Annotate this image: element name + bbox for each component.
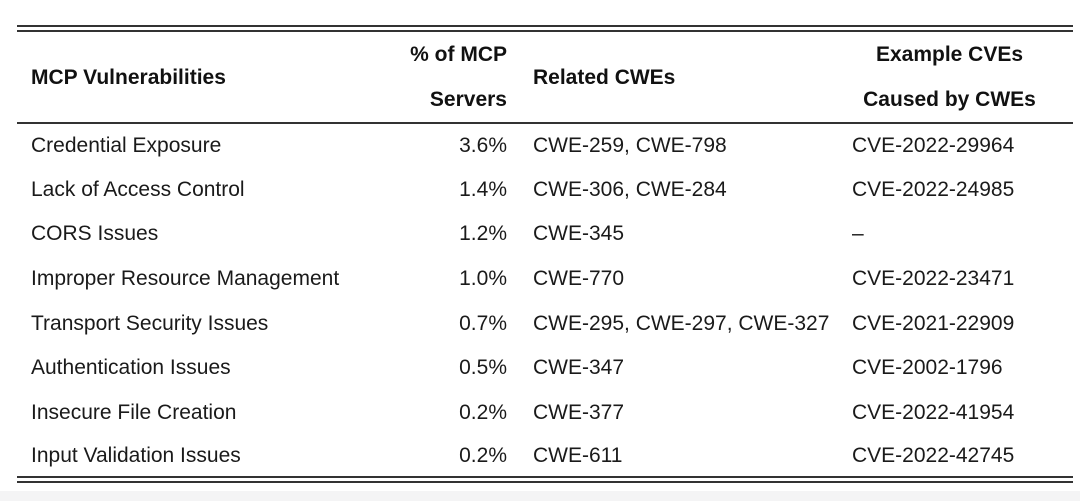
cell-percent: 3.6% [459, 133, 507, 157]
cell-cwes: CWE-377 [533, 400, 625, 424]
cell-vulnerability: Insecure File Creation [31, 400, 237, 424]
cell-cve: – [852, 222, 864, 246]
cell-cwes: CWE-611 [533, 443, 623, 467]
cell-cwes: CWE-259, CWE-798 [533, 133, 727, 157]
cell-cve: CVE-2022-29964 [852, 133, 1015, 157]
cell-cwes: CWE-306, CWE-284 [533, 177, 727, 201]
col-header-related-cwes: Related CWEs [507, 29, 852, 124]
table-row: Input Validation Issues 0.2% CWE-611 CVE… [17, 435, 1073, 480]
cell-vulnerability: Authentication Issues [31, 356, 231, 380]
cell-percent: 1.2% [459, 222, 507, 246]
cell-percent: 0.2% [459, 443, 507, 467]
table-row: Lack of Access Control 1.4% CWE-306, CWE… [17, 168, 1073, 213]
table-row: Transport Security Issues 0.7% CWE-295, … [17, 301, 1073, 346]
col-header-percent-line2: Servers [429, 88, 507, 111]
cell-percent: 0.2% [459, 400, 507, 424]
cell-cwes: CWE-345 [533, 222, 625, 246]
cell-cve: CVE-2002-1796 [852, 356, 1003, 380]
cell-cve: CVE-2022-23471 [852, 267, 1015, 291]
cell-cve: CVE-2021-22909 [852, 311, 1015, 335]
mcp-vulnerabilities-table: MCP Vulnerabilities % of MCP Servers Rel… [17, 25, 1073, 484]
cell-vulnerability: Improper Resource Management [31, 267, 340, 291]
cell-cwes: CWE-347 [533, 356, 625, 380]
cell-vulnerability: CORS Issues [31, 222, 159, 246]
col-header-percent-of-mcp-servers: % of MCP Servers [397, 29, 507, 124]
col-header-percent-line1: % of MCP [410, 43, 507, 66]
cell-vulnerability: Lack of Access Control [31, 177, 245, 201]
page-bottom-strip [0, 491, 1080, 501]
col-header-mcp-vulnerabilities-label: MCP Vulnerabilities [31, 65, 226, 89]
cell-cwes: CWE-770 [533, 267, 625, 291]
cell-vulnerability: Credential Exposure [31, 133, 222, 157]
cell-cve: CVE-2022-41954 [852, 400, 1015, 424]
col-header-example-cves: Example CVEs Caused by CWEs [852, 29, 1073, 124]
cell-percent: 1.0% [459, 267, 507, 291]
table-row: Insecure File Creation 0.2% CWE-377 CVE-… [17, 391, 1073, 436]
cell-cve: CVE-2022-42745 [852, 443, 1015, 467]
cell-percent: 1.4% [459, 177, 507, 201]
cell-vulnerability: Transport Security Issues [31, 311, 269, 335]
col-header-mcp-vulnerabilities: MCP Vulnerabilities [17, 29, 397, 124]
cell-cve: CVE-2022-24985 [852, 177, 1015, 201]
cell-vulnerability: Input Validation Issues [31, 443, 241, 467]
table-row: Credential Exposure 3.6% CWE-259, CWE-79… [17, 123, 1073, 168]
header-row: MCP Vulnerabilities % of MCP Servers Rel… [17, 29, 1073, 124]
col-header-example-cves-line1: Example CVEs [875, 43, 1024, 66]
col-header-example-cves-line2: Caused by CWEs [863, 88, 1036, 111]
table-row: Authentication Issues 0.5% CWE-347 CVE-2… [17, 346, 1073, 391]
cell-percent: 0.7% [459, 311, 507, 335]
vulnerability-table: MCP Vulnerabilities % of MCP Servers Rel… [17, 25, 1073, 484]
col-header-related-cwes-label: Related CWEs [533, 65, 676, 89]
cell-percent: 0.5% [459, 356, 507, 380]
table-row: CORS Issues 1.2% CWE-345 – [17, 212, 1073, 257]
table-row: Improper Resource Management 1.0% CWE-77… [17, 257, 1073, 302]
cell-cwes: CWE-295, CWE-297, CWE-327 [533, 311, 830, 335]
